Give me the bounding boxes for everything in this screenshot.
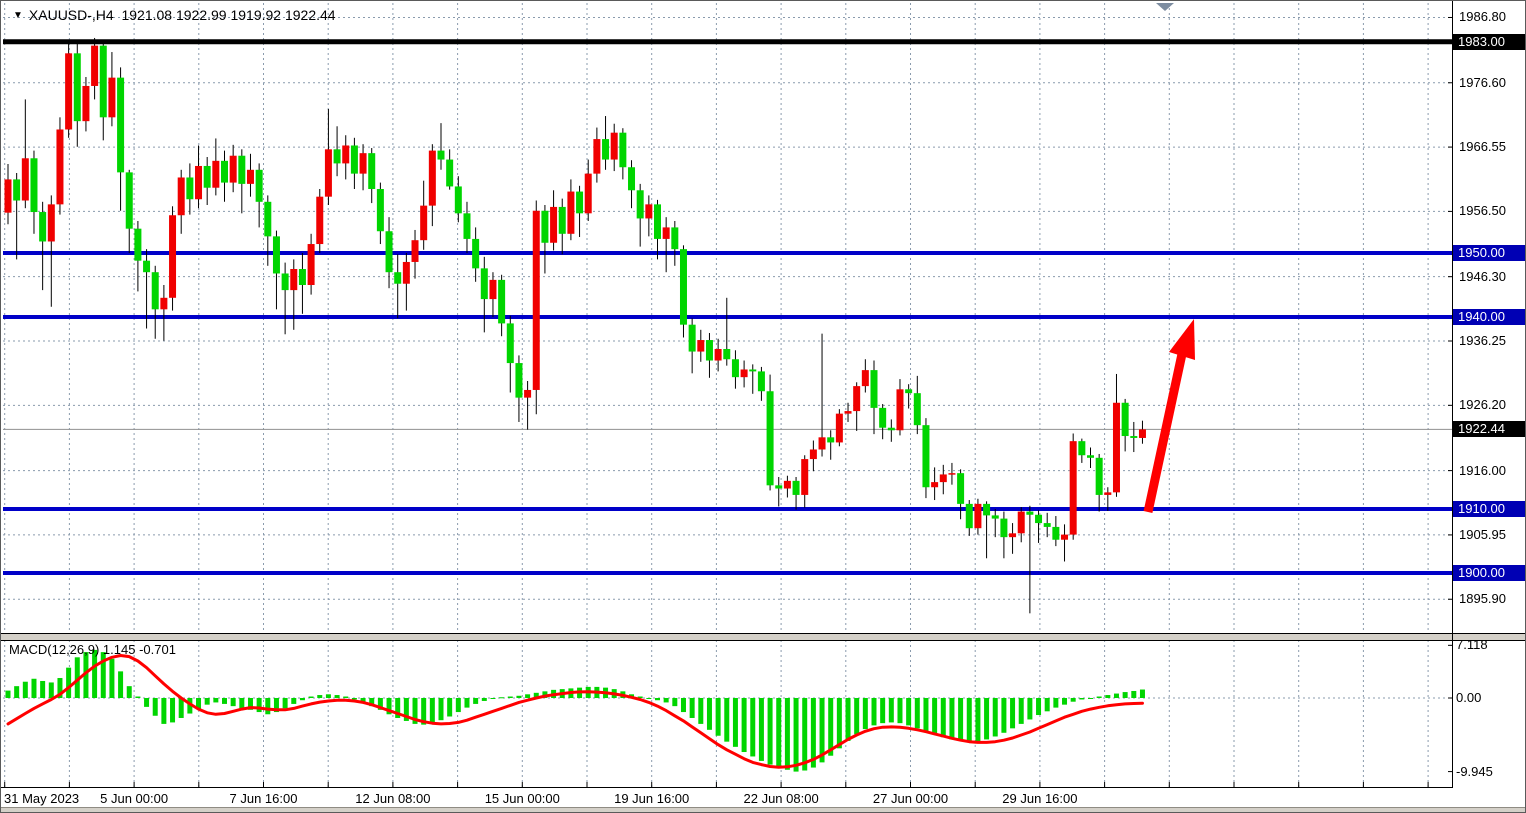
price-level-badge: 1900.00 [1453, 565, 1525, 581]
ohlc-values-label: 1921.08 1922.99 1919.92 1922.44 [121, 7, 336, 23]
autoscroll-marker-icon[interactable] [1156, 3, 1174, 11]
price-level-badge: 1910.00 [1453, 501, 1525, 517]
price-axis-label: 1895.90 [1459, 591, 1506, 607]
dropdown-triangle-icon[interactable]: ▼ [13, 10, 23, 21]
price-axis-label: 1946.30 [1459, 268, 1506, 284]
axis-ticks [4, 16, 1453, 787]
time-axis-label: 22 Jun 08:00 [743, 791, 819, 806]
price-axis-label: 1905.95 [1459, 526, 1506, 542]
horizontal-scrollbar[interactable] [1, 807, 1525, 812]
chart-title: ▼ XAUUSD-,H4 1921.08 1922.99 1919.92 1922… [13, 7, 336, 23]
trend-arrow-annotation[interactable] [1143, 319, 1195, 513]
price-axis-label: 1966.55 [1459, 139, 1506, 155]
macd-axis-label: 7.118 [1456, 637, 1488, 653]
price-level-badge: 1940.00 [1453, 309, 1525, 325]
price-axis-separator [1452, 1, 1453, 787]
price-axis-label: 1936.25 [1459, 333, 1506, 348]
macd-signal-line [6, 654, 1144, 769]
price-level-badge: 1922.44 [1453, 421, 1525, 438]
price-axis-label: 1986.80 [1459, 9, 1506, 25]
macd-axis-label: 0.00 [1456, 690, 1482, 705]
time-axis-label: 15 Jun 00:00 [484, 791, 560, 806]
time-axis-label: 5 Jun 00:00 [100, 791, 169, 806]
macd-indicator-label: MACD(12,26,9) 1.145 -0.701 [9, 642, 176, 657]
time-axis-label: 7 Jun 16:00 [229, 791, 298, 806]
time-axis-label: 12 Jun 08:00 [355, 791, 431, 806]
time-axis-label: 29 Jun 16:00 [1002, 791, 1078, 806]
macd-histogram [5, 649, 1145, 772]
price-axis-label: 1956.50 [1459, 203, 1506, 219]
time-axis-label: 19 Jun 16:00 [614, 791, 690, 806]
time-axis-label: 27 Jun 00:00 [872, 791, 949, 806]
symbol-period-label: XAUUSD-,H4 [28, 7, 114, 23]
pane-splitter[interactable] [1, 633, 1525, 641]
macd-axis-label: -9.945 [1456, 763, 1493, 779]
price-axis-label: 1926.20 [1459, 397, 1506, 413]
price-axis-label: 1916.00 [1459, 462, 1506, 478]
time-axis-label: 31 May 2023 [4, 791, 80, 806]
grid-lines [3, 3, 1452, 787]
price-level-badge: 1950.00 [1453, 245, 1525, 261]
price-axis-label: 1976.60 [1459, 74, 1506, 90]
price-level-badge: 1983.00 [1453, 33, 1525, 50]
candlestick-series [4, 37, 1146, 614]
macd-pane-border [1, 787, 1453, 788]
